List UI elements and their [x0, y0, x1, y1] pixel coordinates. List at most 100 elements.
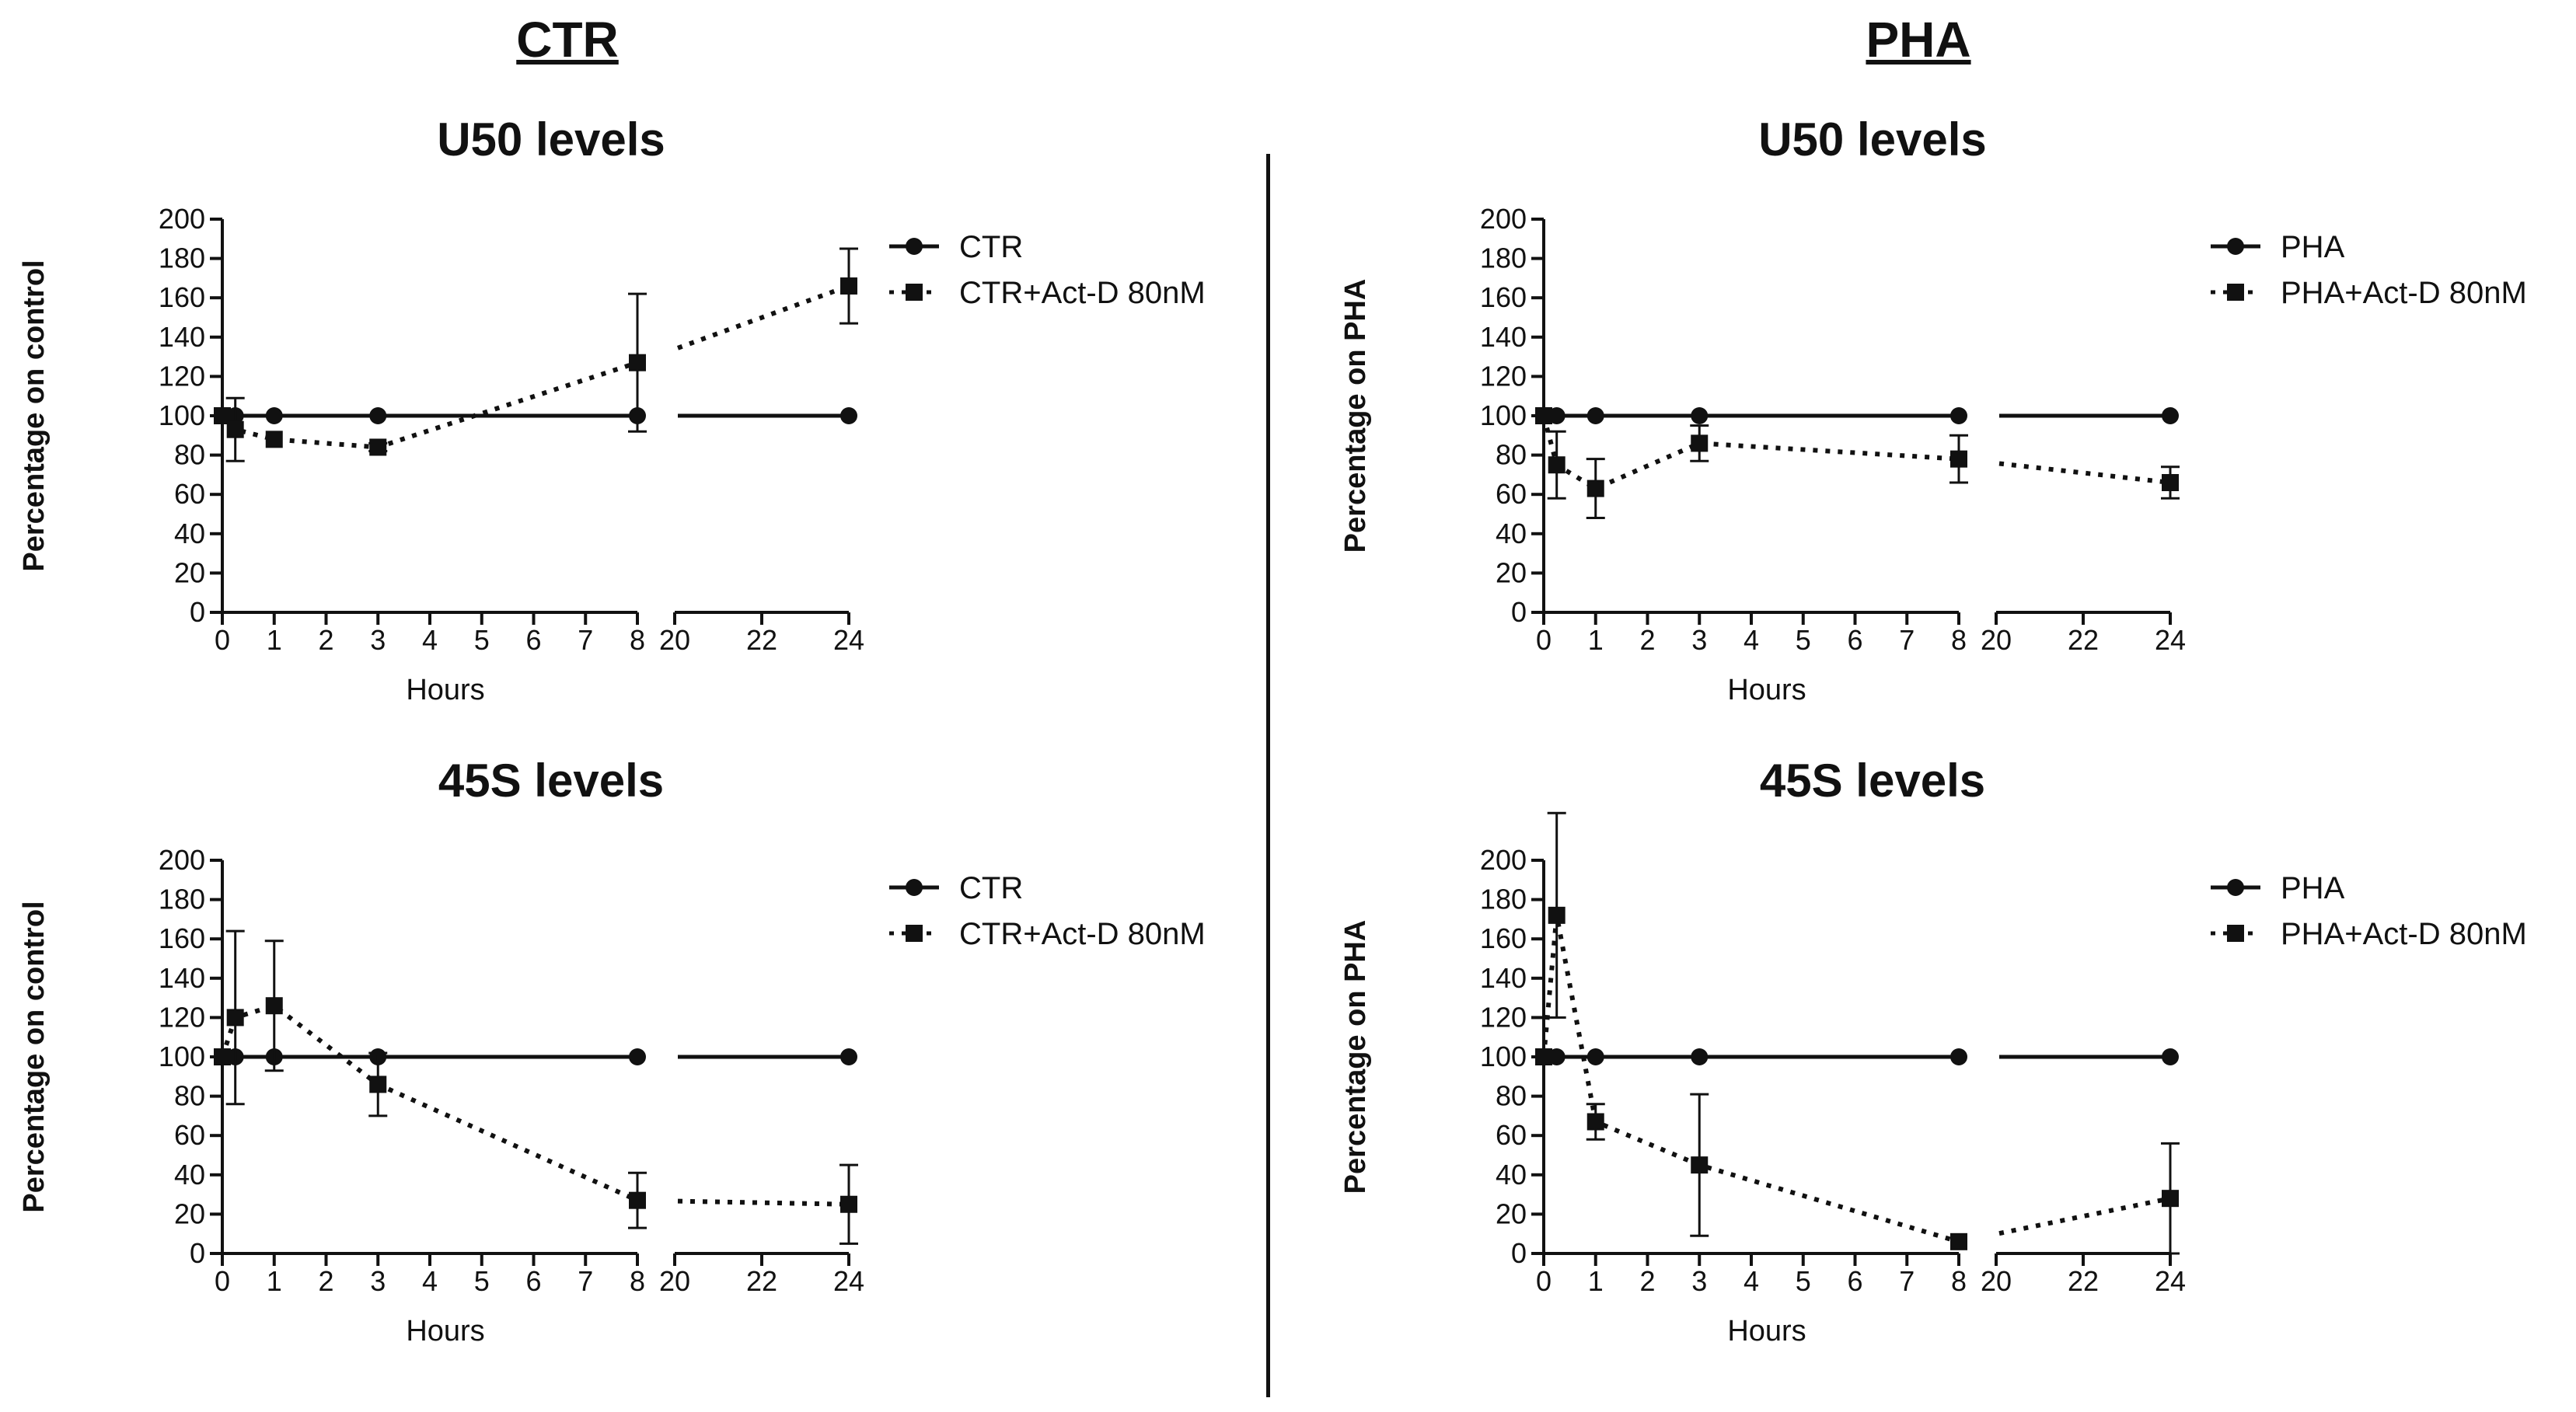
data-point-circle [629, 1048, 646, 1065]
y-tick-label: 80 [174, 439, 205, 471]
x-tick-label: 24 [2155, 624, 2186, 656]
x-tick-label: 1 [267, 624, 282, 656]
x-tick-label: 5 [474, 624, 490, 656]
x-tick-label: 6 [1847, 1265, 1862, 1297]
y-tick-label: 120 [1480, 1001, 1527, 1033]
legend-label: CTR+Act-D 80nM [959, 917, 1206, 951]
chart-title: U50 levels [1758, 113, 1987, 166]
data-point-square [226, 1009, 244, 1027]
x-tick-label: 0 [1536, 624, 1552, 656]
x-tick-label: 0 [1536, 1265, 1552, 1297]
y-tick-label: 160 [159, 281, 205, 313]
data-point-circle [2162, 407, 2179, 424]
legend-marker [2227, 925, 2244, 942]
series-line-1 [677, 1198, 850, 1207]
y-axis-label: Percentage on control [18, 901, 51, 1212]
data-point-circle [2162, 1048, 2179, 1065]
series-line-1 [1541, 415, 1960, 491]
y-tick-label: 200 [159, 203, 205, 235]
data-point-circle [369, 407, 387, 424]
data-point-circle [265, 407, 283, 424]
y-tick-label: 180 [159, 242, 205, 274]
data-point-circle [1950, 407, 1967, 424]
x-tick-label: 20 [1981, 624, 2012, 656]
data-point-circle [1950, 1048, 1967, 1065]
y-tick-label: 160 [159, 922, 205, 954]
legend-label: CTR+Act-D 80nM [959, 276, 1206, 310]
y-tick-label: 20 [174, 556, 205, 588]
y-tick-label: 40 [174, 1159, 205, 1191]
data-point-square [369, 1076, 387, 1093]
x-tick-label: 2 [1639, 624, 1655, 656]
legend-label: CTR [959, 230, 1023, 264]
x-tick-label: 24 [833, 1265, 864, 1297]
y-tick-label: 180 [1480, 242, 1527, 274]
data-point-square [1950, 1232, 1967, 1250]
y-tick-label: 0 [1511, 596, 1527, 628]
x-tick-label: 4 [422, 624, 438, 656]
y-tick-label: 140 [1480, 321, 1527, 353]
y-tick-label: 40 [1496, 1159, 1527, 1191]
x-tick-label: 8 [1951, 1265, 1967, 1297]
legend-marker [906, 284, 923, 301]
data-point-square [1691, 1156, 1709, 1174]
legend-marker [906, 238, 923, 255]
data-point-square [1586, 479, 1604, 497]
data-point-circle [1548, 407, 1565, 424]
x-tick-label: 6 [525, 1265, 541, 1297]
series-line-1 [220, 1002, 639, 1203]
x-tick-label: 5 [474, 1265, 490, 1297]
series-line-1 [220, 360, 638, 450]
y-tick-label: 20 [1496, 1198, 1527, 1229]
x-tick-label: 3 [370, 1265, 386, 1297]
data-point-circle [840, 407, 857, 424]
y-tick-label: 180 [1480, 884, 1527, 915]
chart-title: 45S levels [438, 755, 664, 807]
data-point-square [1548, 456, 1565, 474]
data-point-square [226, 420, 244, 438]
data-point-square [629, 1191, 646, 1209]
x-tick-label: 4 [422, 1265, 438, 1297]
legend-label: PHA [2281, 230, 2345, 264]
x-tick-label: 22 [2068, 1265, 2099, 1297]
data-point-circle [1548, 1048, 1565, 1065]
y-tick-label: 40 [1496, 518, 1527, 549]
y-tick-label: 200 [159, 844, 205, 876]
x-tick-label: 0 [215, 1265, 230, 1297]
x-tick-label: 7 [1899, 624, 1915, 656]
data-point-square [214, 407, 231, 424]
series-line-1 [1998, 1196, 2171, 1236]
group-title-ctr: CTR [516, 12, 619, 68]
y-axis-label: Percentage on PHA [1339, 279, 1372, 553]
chart-title: U50 levels [437, 113, 665, 166]
y-tick-label: 60 [174, 1119, 205, 1151]
y-tick-label: 60 [174, 478, 205, 510]
data-point-square [2162, 474, 2179, 492]
legend-marker [2227, 879, 2244, 896]
x-tick-label: 20 [659, 1265, 690, 1297]
y-tick-label: 100 [1480, 399, 1527, 431]
x-tick-label: 5 [1796, 1265, 1811, 1297]
data-point-square [1548, 906, 1565, 924]
data-point-square [265, 431, 283, 448]
y-tick-label: 160 [1480, 922, 1527, 954]
y-tick-label: 60 [1496, 478, 1527, 510]
series-line-1 [676, 284, 850, 350]
data-point-square [1950, 450, 1967, 468]
x-tick-label: 1 [1588, 1265, 1604, 1297]
x-tick-label: 3 [1691, 1265, 1707, 1297]
data-point-circle [1691, 407, 1709, 424]
data-point-square [840, 1195, 857, 1213]
y-tick-label: 0 [1511, 1237, 1527, 1269]
data-point-square [629, 354, 646, 371]
x-tick-label: 3 [370, 624, 386, 656]
data-point-circle [1586, 1048, 1604, 1065]
x-tick-label: 24 [2155, 1265, 2186, 1297]
x-tick-label: 3 [1691, 624, 1707, 656]
x-tick-label: 4 [1744, 624, 1759, 656]
y-tick-label: 140 [159, 962, 205, 994]
x-axis-label: Hours [1727, 1315, 1806, 1348]
data-point-square [2162, 1190, 2179, 1208]
y-tick-label: 100 [159, 399, 205, 431]
